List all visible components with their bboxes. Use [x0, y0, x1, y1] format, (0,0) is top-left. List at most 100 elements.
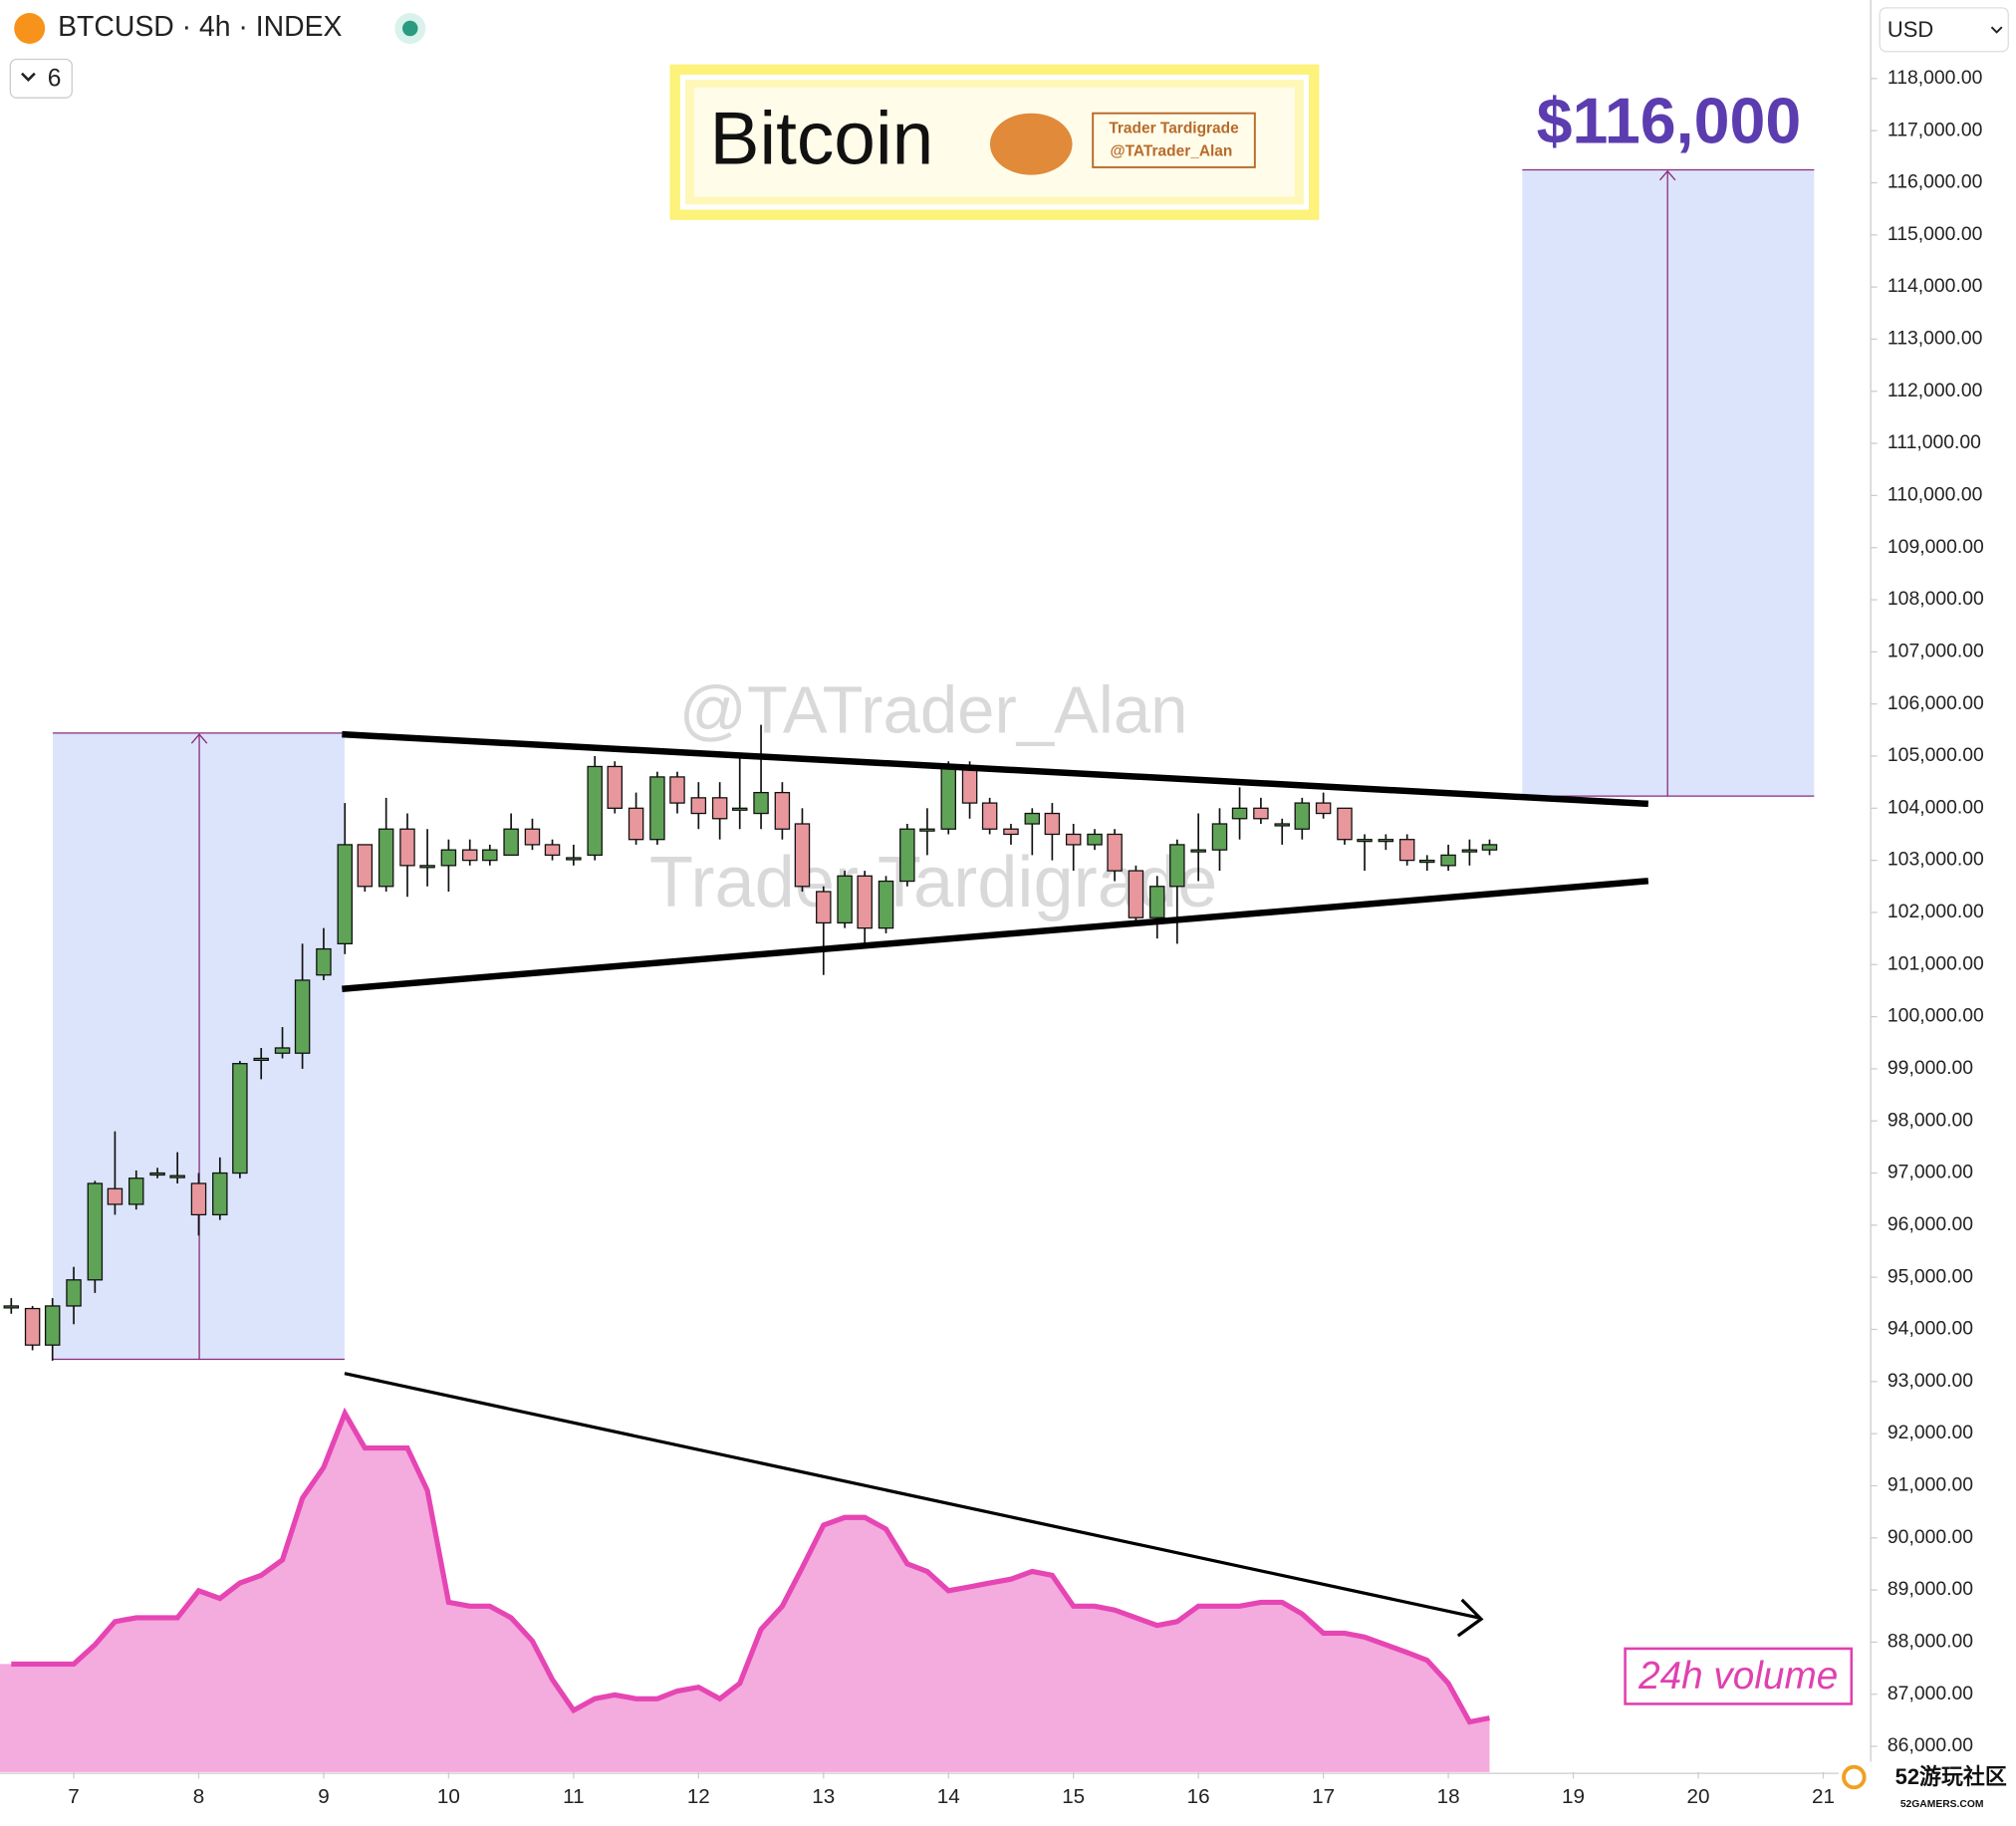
y-tick-label: 87,000.00 [1888, 1683, 1973, 1704]
y-tick-label: 105,000.00 [1888, 744, 1984, 766]
candle-body [87, 1182, 104, 1281]
y-tick-label: 93,000.00 [1888, 1370, 1973, 1392]
candle-body [981, 802, 998, 830]
candle-body [1024, 812, 1041, 825]
x-tick-label: 7 [68, 1785, 79, 1808]
candle-body [816, 891, 832, 924]
candle-body [503, 828, 519, 857]
candle-body [607, 765, 624, 809]
x-tick-label: 20 [1687, 1785, 1710, 1808]
candle-body [1398, 839, 1415, 862]
x-tick-label: 13 [812, 1785, 835, 1808]
candle-body [628, 807, 644, 841]
y-tick-label: 91,000.00 [1888, 1474, 1973, 1496]
top-bar: BTCUSD · 4h · INDEX 6 [9, 11, 426, 99]
trendline-lower [342, 878, 1649, 992]
y-tick-label: 103,000.00 [1888, 849, 1984, 871]
watermark: Trader Tardigrade [649, 843, 1217, 922]
candle-body [1003, 828, 1019, 836]
candle-body [1294, 802, 1311, 830]
y-tick-label: 94,000.00 [1888, 1318, 1973, 1340]
candle-body [1357, 839, 1373, 843]
chevron [21, 72, 36, 82]
candle-body [1440, 854, 1456, 867]
y-tick-label: 104,000.00 [1888, 796, 1984, 818]
status-dot [402, 20, 418, 37]
y-tick-label: 100,000.00 [1888, 1005, 1984, 1027]
arrow-head [1456, 1598, 1484, 1638]
candle-body [524, 828, 541, 846]
y-tick-label: 116,000.00 [1888, 171, 1983, 193]
candle-body [961, 765, 978, 804]
candle-body [566, 857, 582, 861]
y-tick-label: 96,000.00 [1888, 1213, 1973, 1235]
candle-body [1190, 849, 1206, 853]
candle-body [690, 797, 707, 815]
candle-body [253, 1057, 269, 1062]
y-tick-label: 118,000.00 [1888, 67, 1983, 89]
site-logo: 52游玩社区 52GAMERS.COM [1838, 1761, 2016, 1821]
y-tick-label: 108,000.00 [1888, 588, 1984, 610]
currency: USD [1888, 17, 1933, 42]
candle-body [1211, 823, 1228, 851]
candle-body [899, 828, 915, 883]
x-tick-label: 9 [318, 1785, 329, 1808]
y-tick-label: 109,000.00 [1888, 536, 1984, 558]
y-tick-label: 114,000.00 [1888, 275, 1983, 297]
candle-body [149, 1172, 165, 1176]
candle-body [378, 828, 394, 888]
banner-title: Bitcoin [710, 96, 934, 179]
btc-icon [14, 13, 46, 44]
candle-body [399, 828, 415, 867]
y-tick-label: 102,000.00 [1888, 901, 1984, 922]
price-axis-panel [1871, 0, 2016, 1821]
candle-body [169, 1174, 185, 1178]
y-tick-label: 92,000.00 [1888, 1422, 1973, 1443]
candle-body [1044, 812, 1061, 836]
candle-body [1315, 802, 1332, 815]
trendline-upper [342, 730, 1648, 808]
candle-body [919, 828, 935, 832]
candle-body [649, 776, 665, 841]
candle-body [440, 849, 457, 867]
candle-body [794, 823, 811, 888]
arrow-head [1658, 169, 1676, 181]
x-tick-label: 21 [1812, 1785, 1835, 1808]
banner-handle: @TATrader_Alan [1111, 143, 1233, 160]
x-tick-label: 8 [193, 1785, 204, 1808]
symbol-title[interactable]: BTCUSD · 4h · INDEX [58, 11, 342, 43]
y-tick-label: 101,000.00 [1888, 952, 1984, 974]
candle-body [3, 1305, 20, 1309]
candle-body [774, 791, 791, 830]
currency-select[interactable] [1879, 7, 2009, 53]
candle-body [1461, 849, 1478, 853]
logo-name: 52游玩社区 [1895, 1764, 2007, 1789]
candle-body [316, 947, 332, 976]
candle-body [1065, 833, 1082, 846]
candle-body [753, 791, 769, 815]
y-tick-label: 98,000.00 [1888, 1109, 1973, 1131]
candle-body [1128, 870, 1144, 918]
indicator-toggle[interactable] [9, 58, 73, 99]
candle-body [128, 1177, 144, 1205]
volume-trend [344, 1372, 1479, 1620]
axes: 86,000.00 87,000.00 88,000.00 89,000.00 90,0… [68, 67, 1984, 1808]
volume-layer [0, 1407, 1490, 1772]
y-tick-label: 90,000.00 [1888, 1526, 1973, 1548]
chevron [1990, 26, 2003, 34]
candle-body [1149, 886, 1165, 918]
volume-label: 24h volume [1638, 1655, 1838, 1697]
logo-bg [1838, 1761, 2016, 1821]
volume-line [11, 1407, 1490, 1725]
y-tick-label: 86,000.00 [1888, 1734, 1973, 1756]
candle-body [337, 844, 354, 944]
candle-body [232, 1063, 248, 1174]
candle-body [1274, 823, 1290, 827]
candle-body [294, 979, 311, 1054]
x-tick-label: 12 [687, 1785, 710, 1808]
candle-body [274, 1047, 291, 1054]
candle-body [544, 844, 561, 857]
candle-body [482, 849, 498, 862]
